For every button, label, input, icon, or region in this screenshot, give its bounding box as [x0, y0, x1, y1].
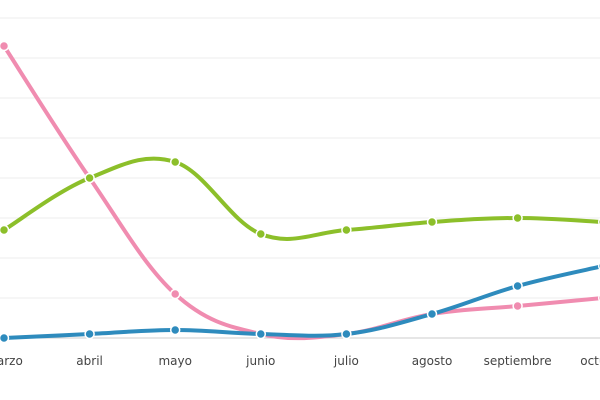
series-layer [0, 40, 600, 344]
data-point-series-3-julio[interactable] [341, 328, 352, 340]
x-tick-labels: marzo abril mayo junio julio agosto septiembre… [0, 354, 600, 368]
data-point-series-2-junio[interactable] [255, 228, 267, 240]
data-point-series-2-marzo[interactable] [0, 224, 10, 236]
x-tick-label: julio [333, 354, 359, 368]
x-tick-label: marzo [0, 354, 23, 368]
data-point-series-2-agosto[interactable] [426, 216, 438, 228]
x-tick-label: mayo [158, 354, 192, 368]
data-point-series-3-agosto[interactable] [426, 308, 438, 320]
gridlines [0, 17, 600, 299]
data-point-series-2-julio[interactable] [341, 224, 352, 236]
data-point-series-3-septiembre[interactable] [512, 280, 523, 292]
data-point-series-2-abril[interactable] [84, 172, 95, 184]
series-line-2 [2, 156, 600, 241]
data-point-series-1-marzo[interactable] [0, 40, 10, 52]
data-point-series-3-mayo[interactable] [169, 324, 181, 336]
data-point-series-2-mayo[interactable] [169, 156, 181, 168]
x-tick-label: septiembre [484, 354, 552, 368]
data-point-series-3-abril[interactable] [84, 328, 95, 340]
x-tick-label: junio [245, 354, 275, 368]
data-point-series-2-septiembre[interactable] [512, 212, 523, 224]
series-line-3 [2, 264, 600, 340]
x-tick-label: octubre [580, 354, 600, 368]
data-point-series-1-mayo[interactable] [169, 288, 181, 300]
data-point-series-3-junio[interactable] [255, 328, 267, 340]
x-tick-label: abril [76, 354, 103, 368]
data-point-series-1-septiembre[interactable] [512, 300, 523, 312]
series-line-1 [2, 44, 600, 341]
data-point-series-3-marzo[interactable] [0, 332, 10, 344]
x-tick-label: agosto [412, 354, 453, 368]
